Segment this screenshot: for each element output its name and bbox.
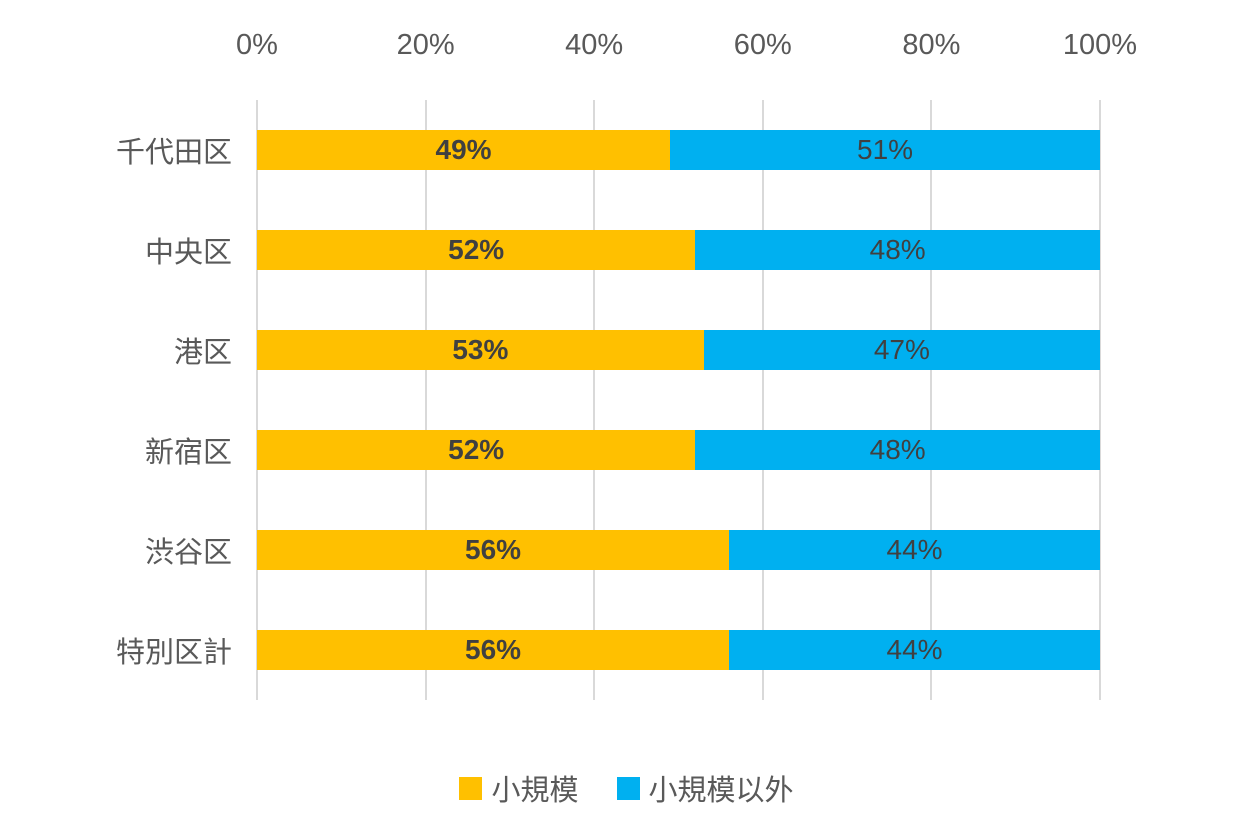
x-axis-tick: 60% — [733, 29, 792, 61]
bar-segment-small-scale: 56% — [257, 530, 730, 570]
value-label: 53% — [452, 334, 509, 365]
bar-segment-small-scale: 56% — [257, 630, 730, 670]
gridline — [761, 100, 764, 700]
legend-swatch-icon — [459, 776, 483, 800]
category-label: 中央区 — [144, 237, 232, 269]
legend-item-non-small-scale: 小規模以外 — [616, 767, 794, 809]
legend-item-small-scale: 小規模 — [459, 767, 579, 809]
value-label: 52% — [448, 234, 505, 265]
legend-label: 小規模以外 — [648, 775, 794, 807]
bar-segment-small-scale: 52% — [257, 430, 696, 470]
bar-segment-small-scale: 53% — [257, 330, 704, 370]
gridline — [1099, 100, 1101, 700]
bar-row: 53% 47% — [257, 330, 1100, 370]
bar-segment-small-scale: 49% — [257, 130, 671, 170]
value-label: 56% — [465, 534, 522, 565]
bar-segment-non-small-scale: 44% — [729, 630, 1100, 670]
gridline — [256, 100, 258, 700]
legend-swatch-icon — [616, 776, 640, 800]
gridline — [424, 100, 427, 700]
bar-segment-non-small-scale: 44% — [729, 530, 1100, 570]
bar-row: 56% 44% — [257, 530, 1100, 570]
value-label: 48% — [869, 234, 926, 265]
value-label: 44% — [886, 634, 943, 665]
value-label: 49% — [435, 134, 492, 165]
bar-segment-non-small-scale: 51% — [670, 130, 1100, 170]
legend-label: 小規模 — [491, 775, 579, 807]
bar-row: 56% 44% — [257, 630, 1100, 670]
bar-segment-non-small-scale: 48% — [695, 230, 1100, 270]
value-label: 51% — [857, 134, 914, 165]
value-label: 44% — [886, 534, 943, 565]
category-label: 渋谷区 — [144, 537, 232, 569]
value-label: 47% — [873, 334, 930, 365]
value-label: 56% — [465, 634, 522, 665]
category-label: 千代田区 — [115, 137, 232, 169]
x-axis-tick: 40% — [565, 29, 624, 61]
bar-segment-non-small-scale: 48% — [695, 430, 1100, 470]
x-axis-tick: 20% — [396, 29, 455, 61]
bar-segment-small-scale: 52% — [257, 230, 696, 270]
x-axis-tick: 0% — [236, 29, 278, 61]
gridline — [930, 100, 933, 700]
x-axis-tick: 80% — [902, 29, 961, 61]
bar-row: 52% 48% — [257, 230, 1100, 270]
x-axis-tick: 100% — [1062, 29, 1138, 61]
category-label: 港区 — [173, 337, 232, 369]
category-label: 新宿区 — [144, 437, 232, 469]
category-label: 特別区計 — [115, 637, 232, 669]
legend: 小規模 小規模以外 — [0, 758, 1253, 818]
bar-segment-non-small-scale: 47% — [703, 330, 1100, 370]
bar-row: 52% 48% — [257, 430, 1100, 470]
value-label: 52% — [448, 434, 505, 465]
value-label: 48% — [869, 434, 926, 465]
gridline — [593, 100, 596, 700]
bar-row: 49% 51% — [257, 130, 1100, 170]
